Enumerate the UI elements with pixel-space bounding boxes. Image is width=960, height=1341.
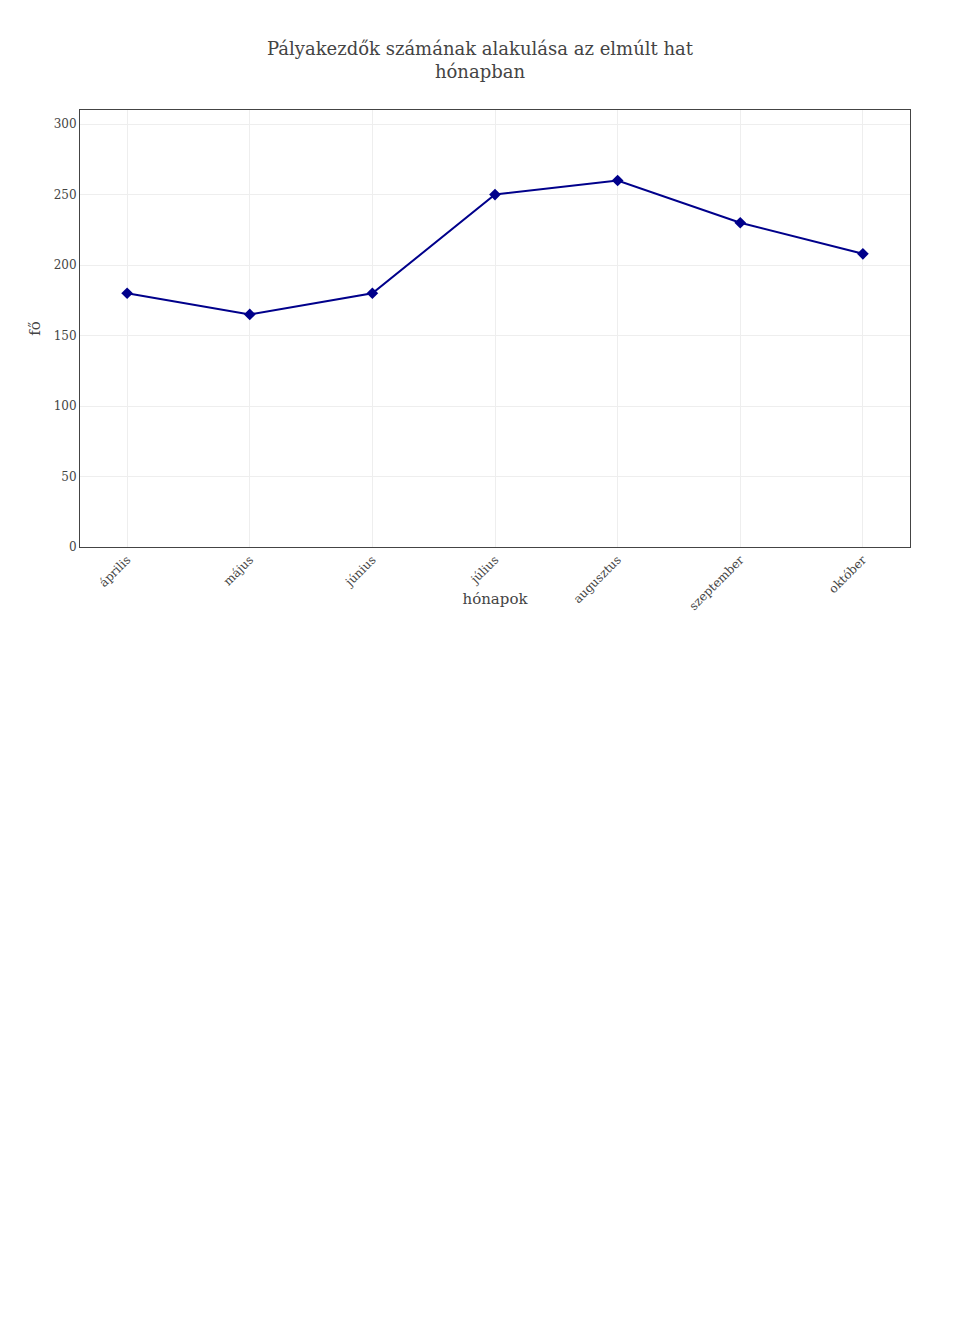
svg-text:100: 100 <box>54 399 77 413</box>
svg-text:fő: fő <box>26 321 44 336</box>
svg-text:október: október <box>826 553 869 596</box>
svg-text:Pályakezdők számának alakulása: Pályakezdők számának alakulása az elmúlt… <box>267 38 694 82</box>
svg-text:150: 150 <box>54 329 77 343</box>
svg-text:június: június <box>341 553 378 590</box>
svg-text:augusztus: augusztus <box>571 553 624 606</box>
svg-text:május: május <box>221 553 256 588</box>
svg-text:hónapok: hónapok <box>462 590 528 608</box>
svg-text:0: 0 <box>69 540 77 554</box>
svg-text:szeptember: szeptember <box>686 553 746 613</box>
svg-text:200: 200 <box>54 258 77 272</box>
svg-text:300: 300 <box>54 117 77 131</box>
svg-text:április: április <box>97 553 134 590</box>
svg-text:50: 50 <box>61 470 76 484</box>
svg-text:július: július <box>467 553 502 588</box>
svg-text:250: 250 <box>54 188 77 202</box>
